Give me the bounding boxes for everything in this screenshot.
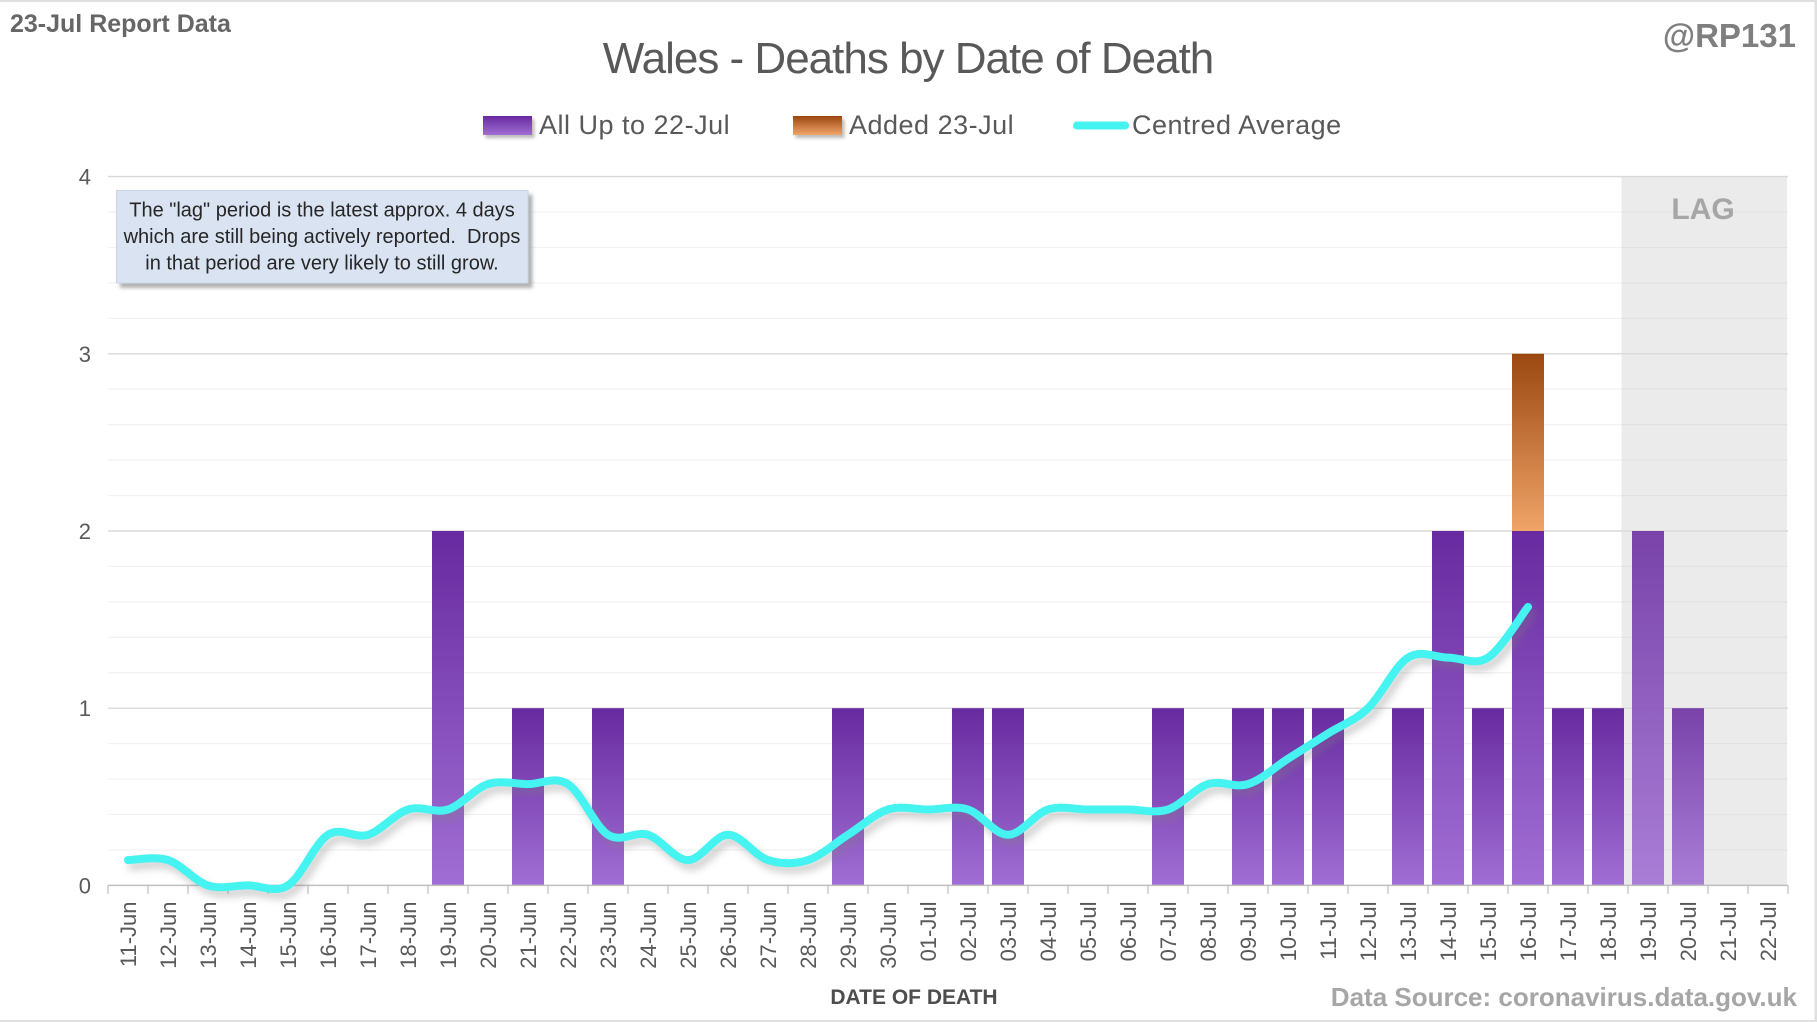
svg-text:08-Jul: 08-Jul	[1196, 902, 1221, 962]
svg-text:06-Jul: 06-Jul	[1116, 902, 1141, 962]
svg-text:10-Jul: 10-Jul	[1276, 902, 1301, 962]
svg-text:16-Jul: 16-Jul	[1516, 902, 1541, 962]
svg-text:22-Jul: 22-Jul	[1756, 902, 1781, 962]
svg-text:01-Jul: 01-Jul	[916, 902, 941, 962]
svg-text:05-Jul: 05-Jul	[1076, 902, 1101, 962]
svg-text:12-Jul: 12-Jul	[1356, 902, 1381, 962]
svg-text:0: 0	[79, 873, 91, 898]
svg-text:25-Jun: 25-Jun	[676, 902, 701, 969]
svg-text:LAG: LAG	[1671, 193, 1734, 226]
svg-text:21-Jun: 21-Jun	[516, 902, 541, 969]
svg-text:@RP131: @RP131	[1663, 17, 1796, 54]
svg-text:4: 4	[79, 165, 91, 190]
svg-text:20-Jun: 20-Jun	[476, 902, 501, 969]
svg-text:03-Jul: 03-Jul	[996, 902, 1021, 962]
svg-text:18-Jun: 18-Jun	[396, 902, 421, 969]
svg-text:22-Jun: 22-Jun	[556, 902, 581, 969]
svg-text:15-Jul: 15-Jul	[1476, 902, 1501, 962]
svg-text:Data Source: coronavirus.data.: Data Source: coronavirus.data.gov.uk	[1331, 982, 1798, 1012]
svg-text:28-Jun: 28-Jun	[796, 902, 821, 969]
svg-text:29-Jun: 29-Jun	[836, 902, 861, 969]
svg-text:All Up to 22-Jul: All Up to 22-Jul	[539, 110, 730, 140]
svg-text:11-Jul: 11-Jul	[1316, 902, 1341, 960]
svg-text:17-Jul: 17-Jul	[1556, 902, 1581, 962]
svg-text:02-Jul: 02-Jul	[956, 902, 981, 962]
svg-text:07-Jul: 07-Jul	[1156, 902, 1181, 962]
svg-text:Centred Average: Centred Average	[1132, 110, 1342, 140]
svg-text:2: 2	[79, 519, 91, 544]
svg-text:which are still being actively: which are still being actively reported.…	[123, 226, 521, 248]
svg-text:in that period are very likely: in that period are very likely to still …	[145, 253, 499, 275]
svg-text:04-Jul: 04-Jul	[1036, 902, 1061, 962]
svg-text:20-Jul: 20-Jul	[1676, 902, 1701, 962]
svg-text:23-Jul Report Data: 23-Jul Report Data	[10, 10, 232, 38]
svg-text:30-Jun: 30-Jun	[876, 902, 901, 969]
svg-text:12-Jun: 12-Jun	[156, 902, 181, 969]
svg-text:The "lag" period is the latest: The "lag" period is the latest approx. 4…	[129, 200, 515, 222]
svg-text:26-Jun: 26-Jun	[716, 902, 741, 969]
svg-text:09-Jul: 09-Jul	[1236, 902, 1261, 962]
svg-text:DATE OF DEATH: DATE OF DEATH	[830, 986, 997, 1009]
svg-text:13-Jul: 13-Jul	[1396, 902, 1421, 962]
svg-text:Added 23-Jul: Added 23-Jul	[849, 110, 1014, 140]
svg-text:Wales - Deaths by Date of Deat: Wales - Deaths by Date of Death	[603, 34, 1214, 83]
svg-text:1: 1	[79, 696, 91, 721]
svg-text:15-Jun: 15-Jun	[276, 902, 301, 969]
svg-text:16-Jun: 16-Jun	[316, 902, 341, 969]
svg-text:3: 3	[79, 342, 91, 367]
svg-text:24-Jun: 24-Jun	[636, 902, 661, 969]
svg-text:11-Jun: 11-Jun	[116, 902, 141, 968]
svg-text:19-Jul: 19-Jul	[1636, 902, 1661, 962]
svg-text:21-Jul: 21-Jul	[1716, 902, 1741, 962]
svg-text:23-Jun: 23-Jun	[596, 902, 621, 969]
svg-text:19-Jun: 19-Jun	[436, 902, 461, 969]
svg-text:14-Jul: 14-Jul	[1436, 902, 1461, 962]
svg-text:14-Jun: 14-Jun	[236, 902, 261, 969]
svg-text:18-Jul: 18-Jul	[1596, 902, 1621, 962]
svg-text:27-Jun: 27-Jun	[756, 902, 781, 969]
svg-text:17-Jun: 17-Jun	[356, 902, 381, 969]
svg-text:13-Jun: 13-Jun	[196, 902, 221, 969]
